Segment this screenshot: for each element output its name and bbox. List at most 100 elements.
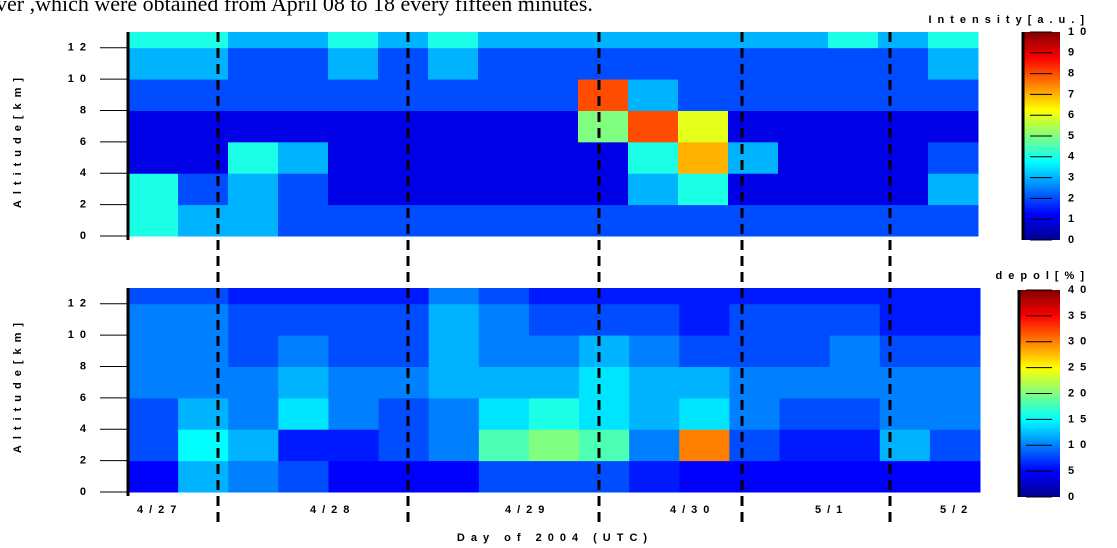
heat-cell bbox=[728, 47, 779, 80]
colorbar-tick-label: 0 bbox=[1068, 491, 1080, 503]
heat-cell bbox=[578, 110, 629, 143]
heat-cell bbox=[879, 303, 931, 336]
colorbar-tick-label: 3 bbox=[1068, 172, 1080, 184]
heat-cell bbox=[128, 460, 179, 493]
heat-cell bbox=[128, 288, 179, 305]
y-tick-label: 0 bbox=[80, 230, 92, 242]
y-axis-label: Altitude[km] bbox=[12, 72, 24, 208]
heat-cell bbox=[178, 366, 229, 399]
heat-cell bbox=[178, 303, 229, 336]
heat-cell bbox=[128, 397, 179, 430]
heat-cell bbox=[128, 141, 179, 174]
heat-cell bbox=[528, 288, 580, 305]
y-tick-label: 6 bbox=[80, 392, 92, 404]
heat-cell bbox=[128, 173, 179, 206]
heat-cell bbox=[928, 32, 979, 49]
colorbar-tick-label: 9 bbox=[1068, 47, 1080, 59]
colorbar-tick-label: 8 bbox=[1068, 68, 1080, 80]
heat-cell bbox=[878, 204, 929, 237]
heat-cell bbox=[378, 141, 429, 174]
heat-cell bbox=[178, 110, 229, 143]
heat-cell bbox=[278, 460, 329, 493]
heat-cell bbox=[679, 460, 730, 493]
heat-cell bbox=[578, 47, 629, 80]
heat-cell bbox=[228, 110, 279, 143]
heat-cell bbox=[328, 366, 380, 399]
heat-cell bbox=[528, 204, 579, 237]
caption: ver ,which were obtained from April 08 t… bbox=[0, 0, 593, 16]
heat-cell bbox=[829, 397, 881, 430]
heat-cell bbox=[928, 110, 979, 143]
heat-cell bbox=[178, 204, 229, 237]
heat-cell bbox=[278, 397, 329, 430]
heat-cell bbox=[829, 366, 881, 399]
heat-cell bbox=[378, 110, 429, 143]
colorbar-tick-label: 40 bbox=[1068, 284, 1092, 296]
heat-cell bbox=[629, 288, 680, 305]
heat-cell bbox=[478, 47, 529, 80]
heat-cell bbox=[778, 32, 829, 49]
y-tick-label: 4 bbox=[80, 167, 92, 179]
heat-cell bbox=[679, 397, 730, 430]
x-tick-label: 4/30 bbox=[670, 504, 715, 516]
heat-cell bbox=[128, 366, 179, 399]
heat-cell bbox=[528, 397, 580, 430]
heat-cell bbox=[128, 47, 179, 80]
heat-cell bbox=[829, 335, 881, 367]
heat-cell bbox=[829, 460, 881, 493]
heat-cell bbox=[178, 397, 229, 430]
heat-cell bbox=[278, 141, 329, 174]
heat-cell bbox=[579, 303, 630, 336]
heat-cell bbox=[928, 79, 979, 111]
y-axis-label: Altitude[km] bbox=[12, 317, 24, 453]
heat-cell bbox=[528, 366, 580, 399]
heat-cell bbox=[228, 32, 279, 49]
colorbar-tick-label: 6 bbox=[1068, 109, 1080, 121]
heat-cell bbox=[328, 110, 379, 143]
heat-cell bbox=[428, 141, 479, 174]
heat-cell bbox=[378, 288, 430, 305]
heat-cell bbox=[228, 303, 279, 336]
heat-cell bbox=[579, 460, 630, 493]
heat-cell bbox=[128, 79, 179, 111]
heat-cell bbox=[578, 141, 629, 174]
heat-cell bbox=[128, 110, 179, 143]
heat-cell bbox=[328, 32, 379, 49]
heat-cell bbox=[628, 47, 679, 80]
heat-cell bbox=[628, 32, 679, 49]
heat-cell bbox=[328, 303, 380, 336]
heat-cell bbox=[578, 204, 629, 237]
x-tick-label: 5/2 bbox=[940, 504, 973, 516]
heat-cell bbox=[729, 303, 781, 336]
y-tick-label: 2 bbox=[80, 455, 92, 467]
heat-cell bbox=[929, 366, 981, 399]
heat-cell bbox=[828, 32, 879, 49]
heat-cell bbox=[178, 141, 229, 174]
heat-cell bbox=[678, 32, 729, 49]
heat-cell bbox=[428, 335, 480, 367]
heat-cell bbox=[428, 397, 480, 430]
heatmap bbox=[128, 288, 981, 493]
colorbar-tick-label: 5 bbox=[1068, 130, 1080, 142]
heat-cell bbox=[729, 429, 781, 462]
heat-cell bbox=[778, 173, 829, 206]
heat-cell bbox=[128, 303, 179, 336]
heat-cell bbox=[328, 173, 379, 206]
heat-cell bbox=[878, 173, 929, 206]
heat-cell bbox=[378, 429, 430, 462]
x-axis-label: Day of 2004 (UTC) bbox=[457, 532, 653, 544]
heat-cell bbox=[628, 110, 679, 143]
heat-cell bbox=[729, 460, 781, 493]
y-tick-label: 8 bbox=[80, 360, 92, 372]
heat-cell bbox=[478, 303, 530, 336]
heat-cell bbox=[178, 173, 229, 206]
heat-cell bbox=[328, 397, 380, 430]
heat-cell bbox=[728, 79, 779, 111]
heat-cell bbox=[528, 141, 579, 174]
heat-cell bbox=[128, 335, 179, 367]
heat-cell bbox=[378, 204, 429, 237]
heat-cell bbox=[528, 429, 580, 462]
heat-cell bbox=[178, 32, 229, 49]
heat-cell bbox=[779, 288, 831, 305]
heat-cell bbox=[929, 429, 981, 462]
